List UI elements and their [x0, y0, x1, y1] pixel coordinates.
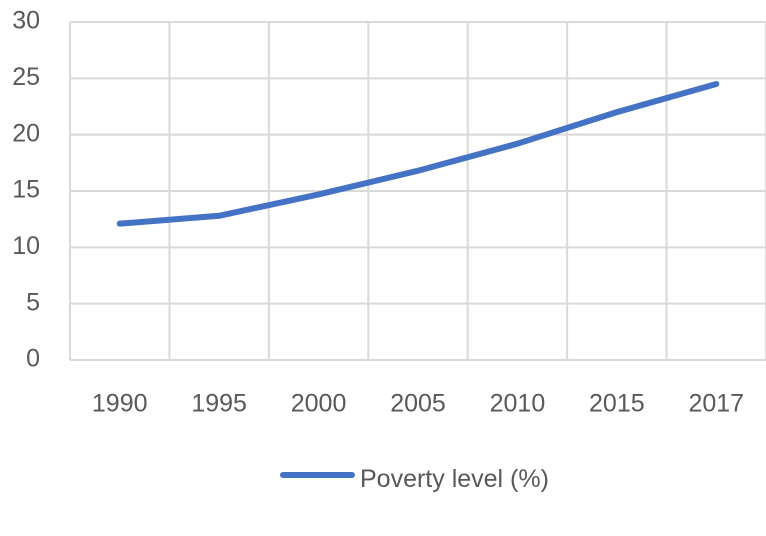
y-tick-label: 10 [12, 232, 40, 260]
x-tick-label: 1990 [92, 390, 148, 418]
x-tick-label: 1995 [191, 390, 247, 418]
x-tick-label: 2017 [688, 390, 744, 418]
x-tick-label: 2010 [490, 390, 546, 418]
y-tick-label: 20 [12, 119, 40, 147]
x-tick-label: 2005 [390, 390, 446, 418]
y-tick-label: 5 [26, 288, 40, 316]
legend-label: Poverty level (%) [360, 465, 549, 493]
x-tick-label: 2000 [291, 390, 347, 418]
y-tick-label: 25 [12, 63, 40, 91]
y-tick-label: 30 [12, 7, 40, 35]
y-tick-label: 0 [26, 345, 40, 373]
y-tick-label: 15 [12, 176, 40, 204]
x-tick-label: 2015 [589, 390, 645, 418]
series-line [116, 80, 720, 227]
